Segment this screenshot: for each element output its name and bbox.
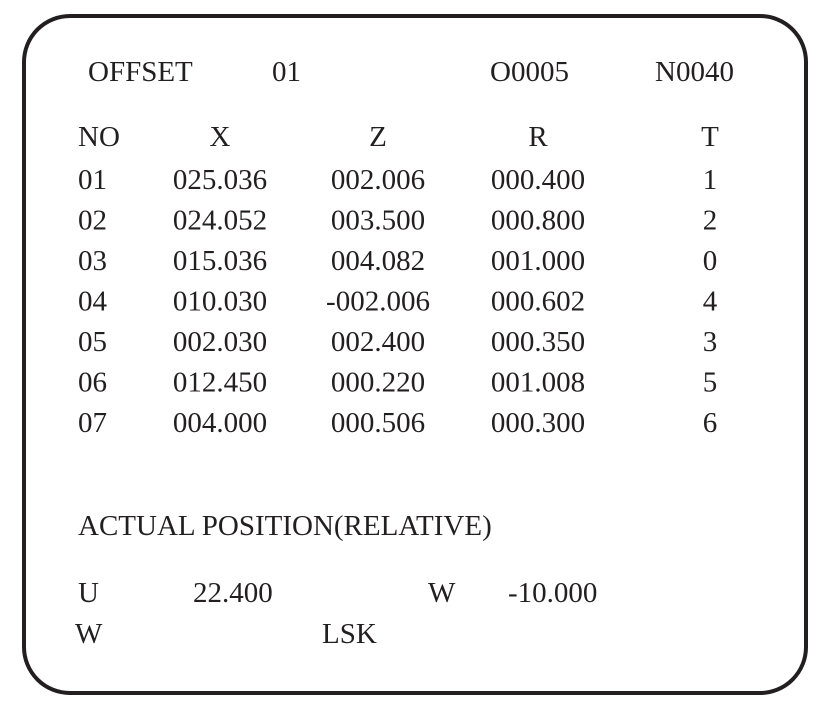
column-header: NO bbox=[78, 121, 120, 153]
table-cell: 000.350 bbox=[491, 326, 585, 358]
table-cell: 000.220 bbox=[331, 367, 425, 399]
u-value: 22.400 bbox=[193, 577, 273, 609]
column-header: R bbox=[528, 121, 548, 153]
table-cell: 002.006 bbox=[331, 164, 425, 196]
table-cell: 02 bbox=[78, 205, 107, 237]
u-label: U bbox=[78, 577, 99, 609]
table-cell: 002.030 bbox=[173, 326, 267, 358]
table-cell: 003.500 bbox=[331, 205, 425, 237]
screen-title: OFFSET bbox=[88, 56, 193, 88]
screen-frame bbox=[22, 14, 808, 695]
w-label: W bbox=[428, 577, 456, 609]
table-cell: 06 bbox=[78, 367, 107, 399]
column-header: X bbox=[210, 121, 231, 153]
table-cell: 010.030 bbox=[173, 286, 267, 318]
table-cell: 000.300 bbox=[491, 407, 585, 439]
table-cell: 5 bbox=[703, 367, 718, 399]
table-cell: 2 bbox=[703, 205, 718, 237]
table-cell: 1 bbox=[703, 164, 718, 196]
offset-number: 01 bbox=[272, 56, 301, 88]
table-cell: -002.006 bbox=[326, 286, 430, 318]
table-cell: 3 bbox=[703, 326, 718, 358]
column-header: T bbox=[701, 121, 719, 153]
table-cell: 025.036 bbox=[173, 164, 267, 196]
table-cell: 01 bbox=[78, 164, 107, 196]
table-cell: 0 bbox=[703, 245, 718, 277]
table-cell: 000.506 bbox=[331, 407, 425, 439]
table-cell: 024.052 bbox=[173, 205, 267, 237]
table-cell: 000.602 bbox=[491, 286, 585, 318]
program-number: O0005 bbox=[490, 56, 569, 88]
position-title: ACTUAL POSITION(RELATIVE) bbox=[78, 510, 492, 542]
status-label: W bbox=[75, 618, 103, 650]
table-cell: 001.008 bbox=[491, 367, 585, 399]
mode: LSK bbox=[322, 618, 377, 650]
table-cell: 004.082 bbox=[331, 245, 425, 277]
table-cell: 002.400 bbox=[331, 326, 425, 358]
table-cell: 6 bbox=[703, 407, 718, 439]
offset-table: NO X Z R T01 025.036 002.006 000.400 102 024.052 0… bbox=[78, 121, 719, 439]
table-cell: 012.450 bbox=[173, 367, 267, 399]
table-cell: 07 bbox=[78, 407, 107, 439]
w-value: -10.000 bbox=[508, 577, 597, 609]
table-cell: 4 bbox=[703, 286, 718, 318]
table-cell: 000.800 bbox=[491, 205, 585, 237]
table-cell: 05 bbox=[78, 326, 107, 358]
sequence-number: N0040 bbox=[655, 56, 734, 88]
table-cell: 000.400 bbox=[491, 164, 585, 196]
table-cell: 001.000 bbox=[491, 245, 585, 277]
table-cell: 04 bbox=[78, 286, 108, 318]
table-cell: 004.000 bbox=[173, 407, 267, 439]
column-header: Z bbox=[369, 121, 387, 153]
table-cell: 03 bbox=[78, 245, 107, 277]
table-cell: 015.036 bbox=[173, 245, 267, 277]
